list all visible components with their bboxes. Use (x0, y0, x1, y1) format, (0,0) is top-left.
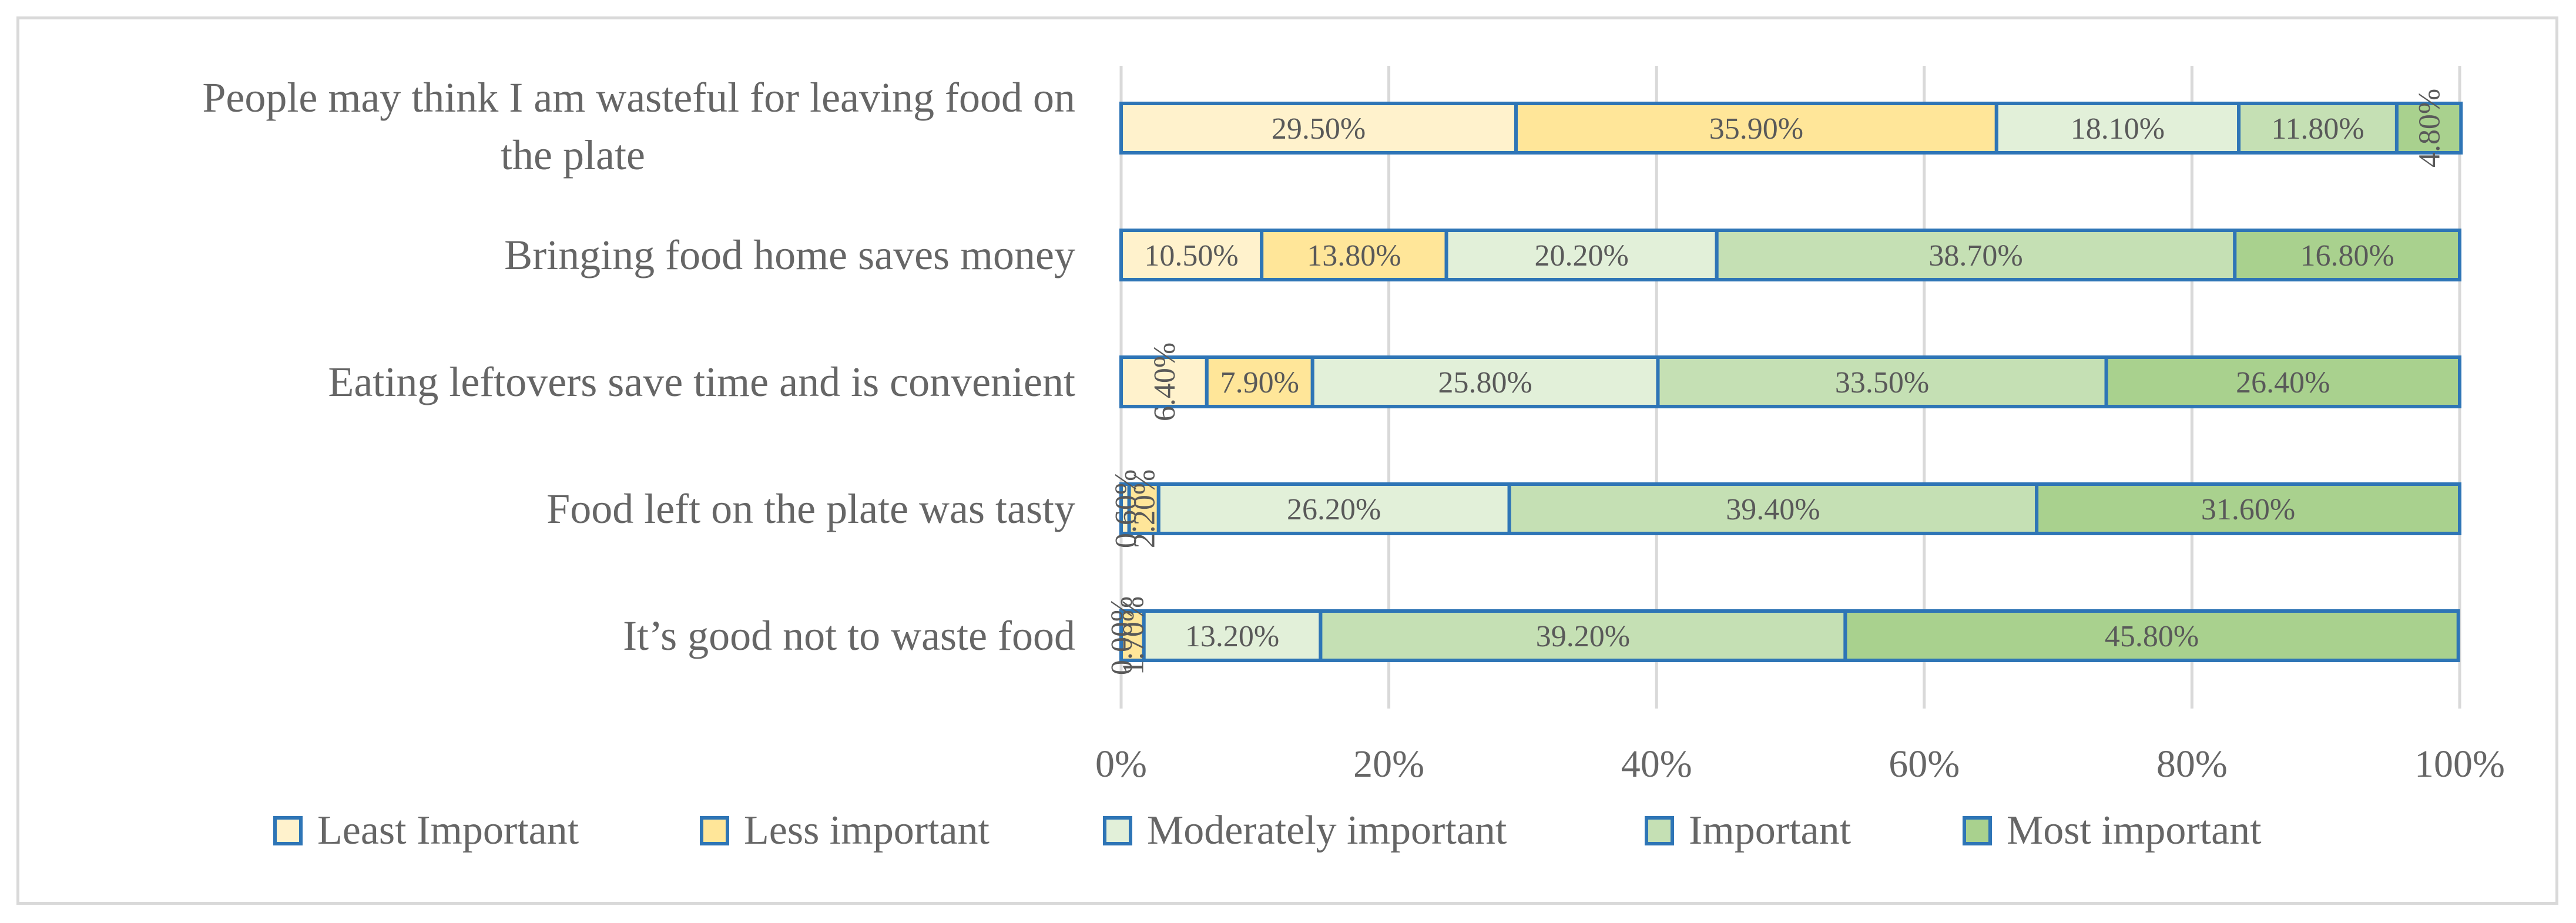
bar-segment (1444, 229, 1719, 281)
legend-swatch (1645, 816, 1674, 845)
legend-swatch (1103, 816, 1132, 845)
category-label: Eating leftovers save time and is conven… (328, 358, 1075, 405)
data-label: 16.80% (2300, 239, 2394, 273)
category-label: It’s good not to waste food (623, 612, 1075, 659)
data-label: 4.80% (2413, 89, 2447, 167)
data-label: 7.90% (1220, 366, 1299, 400)
data-label: 13.20% (1185, 620, 1279, 653)
bar-segment (2394, 102, 2463, 155)
data-label: 33.50% (1835, 366, 1929, 400)
data-label: 6.40% (1148, 343, 1182, 421)
data-label: 39.20% (1536, 620, 1630, 653)
x-tick-label: 100% (2414, 743, 2505, 786)
bar-segment (2035, 482, 2462, 535)
x-tick-label: 40% (1621, 743, 1692, 786)
bar-segment (1310, 355, 1660, 408)
x-tick-label: 0% (1095, 743, 1147, 786)
data-label: 18.10% (2071, 112, 2165, 146)
bar-segment (2233, 229, 2461, 281)
legend-swatch (700, 816, 729, 845)
data-label: 10.50% (1144, 239, 1238, 273)
data-label: 26.40% (2236, 366, 2330, 400)
bar-segment (1119, 355, 1209, 408)
legend: Least Important Less important Moderately … (273, 808, 2262, 853)
data-label: 25.80% (1438, 366, 1532, 400)
bar-segment (2104, 355, 2461, 408)
legend-label: Moderately important (1147, 808, 1507, 853)
data-label: 11.80% (2271, 112, 2364, 146)
data-label: 35.90% (1709, 112, 1803, 146)
data-label: 38.70% (1928, 239, 2022, 273)
data-label: 26.20% (1287, 493, 1381, 526)
data-label: 0.60% (1109, 469, 1143, 548)
bar-segment (1715, 229, 2237, 281)
bar-segment (1156, 482, 1511, 535)
legend-label: Most important (2007, 808, 2262, 853)
data-label: 45.80% (2105, 620, 2199, 653)
legend-swatch (273, 816, 303, 845)
data-label: 0.00% (1105, 596, 1139, 675)
data-label: 1.70% (1116, 596, 1150, 675)
data-label: 31.60% (2201, 493, 2295, 526)
category-label: Food left on the plate was tasty (546, 485, 1075, 532)
x-axis-ticks: 0% 20% 40% 60% 80% 100% (1095, 743, 2505, 786)
category-label: Bringing food home saves money (504, 231, 1075, 278)
bar-segment (1994, 102, 2241, 155)
x-tick-label: 80% (2156, 743, 2228, 786)
data-labels: 29.50% 35.90% 18.10% 11.80% 4.80% 10.50% 13.80… (1105, 89, 2447, 675)
x-tick-label: 60% (1889, 743, 1960, 786)
data-label: 39.40% (1726, 493, 1820, 526)
bar-segment (1260, 229, 1448, 281)
legend-label: Important (1689, 808, 1852, 853)
legend-swatch (1963, 816, 1992, 845)
data-label: 29.50% (1272, 112, 1366, 146)
data-label: 20.20% (1534, 239, 1628, 273)
legend-label: Least Important (317, 808, 579, 853)
legend-label: Less important (744, 808, 990, 853)
x-tick-label: 20% (1353, 743, 1424, 786)
bars (1119, 102, 2463, 662)
bar-segment (1843, 609, 2460, 662)
category-label: People may think I am wasteful for leavi… (202, 74, 1075, 121)
bar-segment (1205, 355, 1314, 408)
data-label: 2.20% (1128, 469, 1162, 548)
category-label: the plate (501, 132, 645, 179)
data-label: 13.80% (1307, 239, 1401, 273)
bar-segment (2237, 102, 2399, 155)
category-labels: People may think I am wasteful for leavi… (202, 74, 1075, 659)
chart-frame (16, 16, 2558, 905)
